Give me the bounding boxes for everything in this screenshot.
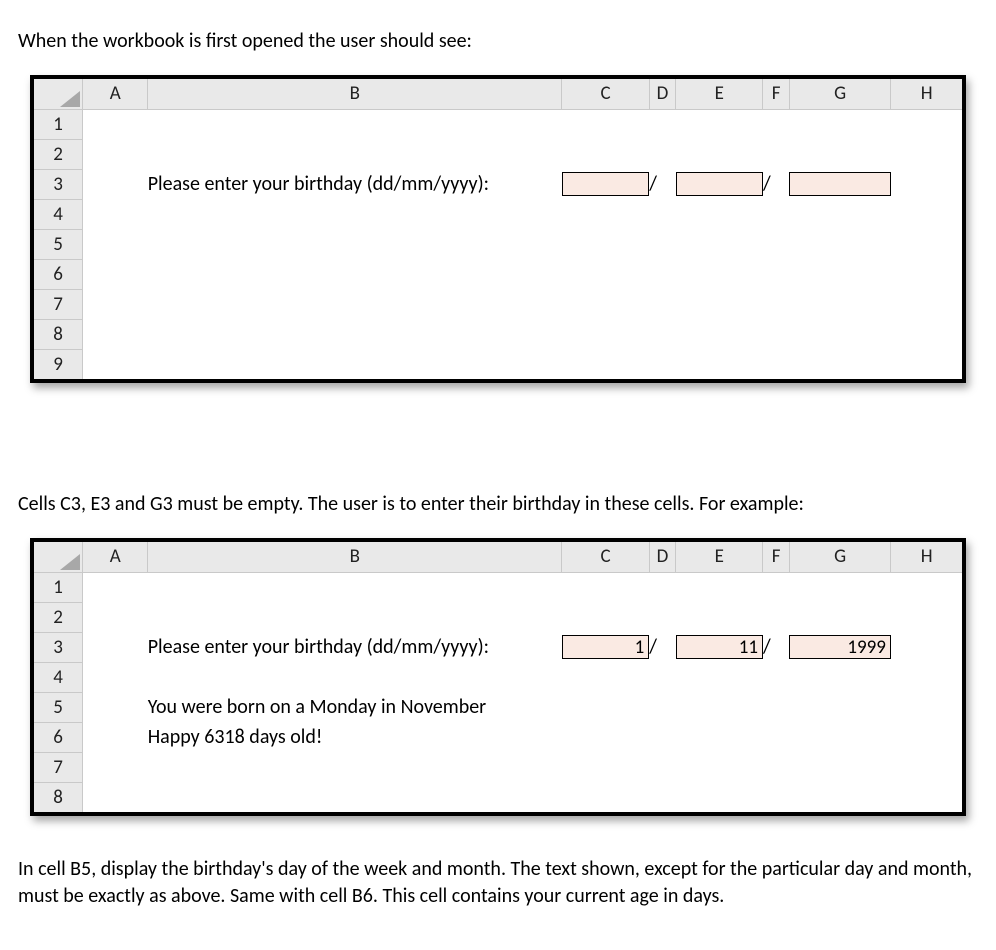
- cell-b3-prompt[interactable]: Please enter your birthday (dd/mm/yyyy):: [148, 169, 562, 199]
- cell-b3-prompt[interactable]: Please enter your birthday (dd/mm/yyyy):: [148, 632, 562, 662]
- row-header[interactable]: 2: [34, 602, 83, 632]
- col-header-row: A B C D E F G H: [34, 542, 962, 572]
- input-month[interactable]: [676, 172, 763, 196]
- select-all-corner[interactable]: [34, 79, 83, 109]
- excel-frame-2: A B C D E F G H 1 2 3 Please enter your …: [30, 538, 966, 816]
- col-header-b[interactable]: B: [148, 542, 562, 572]
- col-header-row: A B C D E F G H: [34, 79, 962, 109]
- cell-e3[interactable]: 11: [676, 632, 763, 662]
- row-header[interactable]: 8: [34, 319, 83, 349]
- cell-c3[interactable]: [562, 169, 649, 199]
- cell-e3[interactable]: [676, 169, 763, 199]
- instruction-text-3: In cell B5, display the birthday's day o…: [18, 856, 978, 910]
- select-all-corner[interactable]: [34, 542, 83, 572]
- cell-h3[interactable]: [891, 632, 962, 662]
- cell-d3-slash: /: [649, 632, 675, 662]
- row-header[interactable]: 5: [34, 692, 83, 722]
- row-header[interactable]: 3: [34, 632, 83, 662]
- col-header-e[interactable]: E: [676, 542, 763, 572]
- col-header-g[interactable]: G: [789, 542, 891, 572]
- row-header[interactable]: 5: [34, 229, 83, 259]
- col-header-a[interactable]: A: [83, 542, 148, 572]
- instruction-text-1: When the workbook is first opened the us…: [18, 28, 978, 55]
- cell-b5-result[interactable]: You were born on a Monday in November: [148, 692, 962, 722]
- col-header-h[interactable]: H: [891, 542, 962, 572]
- col-header-c[interactable]: C: [562, 542, 649, 572]
- excel-grid-2: A B C D E F G H 1 2 3 Please enter your …: [34, 542, 962, 812]
- cell-h3[interactable]: [891, 169, 962, 199]
- cell-f3-slash: /: [763, 632, 789, 662]
- col-header-c[interactable]: C: [562, 79, 649, 109]
- row-header[interactable]: 6: [34, 722, 83, 752]
- input-year[interactable]: 1999: [789, 635, 891, 659]
- col-header-f[interactable]: F: [763, 79, 789, 109]
- row-header[interactable]: 1: [34, 109, 83, 139]
- cell-d3-slash: /: [649, 169, 675, 199]
- row-header[interactable]: 7: [34, 752, 83, 782]
- row-header[interactable]: 1: [34, 572, 83, 602]
- input-month[interactable]: 11: [676, 635, 763, 659]
- cell-b6-result[interactable]: Happy 6318 days old!: [148, 722, 962, 752]
- row-header[interactable]: 9: [34, 349, 83, 379]
- cell-a3[interactable]: [83, 169, 148, 199]
- row-header[interactable]: 6: [34, 259, 83, 289]
- col-header-e[interactable]: E: [676, 79, 763, 109]
- col-header-d[interactable]: D: [649, 79, 675, 109]
- row-header[interactable]: 4: [34, 199, 83, 229]
- col-header-b[interactable]: B: [148, 79, 562, 109]
- input-day[interactable]: 1: [562, 635, 649, 659]
- cell-f3-slash: /: [763, 169, 789, 199]
- col-header-d[interactable]: D: [649, 542, 675, 572]
- row-header[interactable]: 2: [34, 139, 83, 169]
- excel-grid-1: A B C D E F G H 1 2 3 Please enter your …: [34, 79, 962, 379]
- row-header[interactable]: 8: [34, 782, 83, 812]
- row-header[interactable]: 4: [34, 662, 83, 692]
- cell-a3[interactable]: [83, 632, 148, 662]
- col-header-g[interactable]: G: [789, 79, 891, 109]
- cell-g3[interactable]: [789, 169, 891, 199]
- col-header-f[interactable]: F: [763, 542, 789, 572]
- col-header-a[interactable]: A: [83, 79, 148, 109]
- cell-c3[interactable]: 1: [562, 632, 649, 662]
- cell-g3[interactable]: 1999: [789, 632, 891, 662]
- instruction-text-2: Cells C3, E3 and G3 must be empty. The u…: [18, 491, 978, 518]
- input-day[interactable]: [562, 172, 649, 196]
- col-header-h[interactable]: H: [891, 79, 962, 109]
- input-year[interactable]: [789, 172, 891, 196]
- row-header[interactable]: 3: [34, 169, 83, 199]
- row-header[interactable]: 7: [34, 289, 83, 319]
- excel-frame-1: A B C D E F G H 1 2 3 Please enter your …: [30, 75, 966, 383]
